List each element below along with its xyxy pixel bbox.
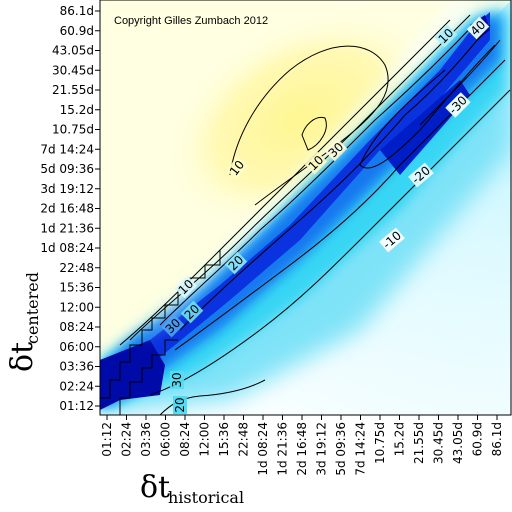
contour-10-inner: [301, 116, 327, 151]
y-axis-title-main: δt: [5, 342, 40, 372]
y-tick-label: 1d 21:36: [40, 221, 94, 235]
y-tick-label: 1d 08:24: [40, 241, 94, 255]
y-tick-label: 22:48: [59, 261, 94, 275]
contour-20-diagonal: [159, 17, 481, 326]
y-tick-label: 3d 19:12: [40, 182, 94, 196]
x-tick-label: 3d 19:12: [315, 422, 329, 476]
y-tick-label: 2d 16:48: [40, 202, 94, 216]
x-tick-label: 21.55d: [412, 422, 426, 464]
x-tick-label: 15:36: [217, 422, 231, 457]
heatmap-surface: [100, 0, 512, 415]
x-tick-label: 60.9d: [471, 422, 485, 456]
x-tick-label: 01:12: [100, 422, 114, 457]
copyright-text: Copyright Gilles Zumbach 2012: [114, 15, 268, 27]
x-tick-label: 1d 21:36: [276, 422, 290, 476]
y-tick-label: 5d 09:36: [40, 162, 94, 176]
y-tick-label: 15:36: [59, 281, 94, 295]
contour-label: 30: [170, 371, 184, 389]
x-tick-label: 12:00: [198, 422, 212, 457]
x-axis-title-main: δt: [140, 470, 170, 505]
x-tick-label: 2d 16:48: [295, 422, 309, 476]
y-axis-title-sub: centered: [23, 272, 42, 344]
x-tick-label: 5d 09:36: [334, 422, 348, 476]
y-tick-label: 03:36: [59, 360, 94, 374]
x-tick-label: 43.05d: [451, 422, 465, 464]
contour-step-outline: [100, 250, 221, 415]
y-tick-label: 15.2d: [60, 103, 94, 117]
contour-neg10-lower: [149, 89, 511, 396]
x-tick-label: 22:48: [237, 422, 251, 457]
x-tick-label: 30.45d: [432, 422, 446, 464]
contour-lower-tail: [159, 379, 266, 415]
x-tick-label: 86.1d: [490, 422, 504, 456]
y-axis: 01:12 02:24 03:36 06:00 08:24 12:00 15:36 22:48…: [40, 4, 100, 413]
x-tick-label: 10.75d: [373, 422, 387, 464]
y-tick-label: 12:00: [59, 300, 94, 314]
x-tick-label: 15.2d: [393, 422, 407, 456]
x-axis-title-sub: historical: [168, 488, 244, 507]
y-tick-label: 60.9d: [60, 24, 94, 38]
contour-30-diagonal: [179, 24, 491, 331]
svg-text:30: 30: [170, 372, 184, 387]
x-tick-label: 1d 08:24: [256, 422, 270, 476]
heatmap-deep-ridge: [100, 12, 490, 400]
y-tick-label: 08:24: [59, 320, 94, 334]
y-tick-label: 02:24: [59, 379, 94, 393]
x-tick-label: 08:24: [178, 422, 192, 457]
x-tick-label: 06:00: [159, 422, 173, 457]
contour-40-diagonal: [419, 39, 501, 126]
x-tick-label: 03:36: [139, 422, 153, 457]
y-tick-label: 7d 14:24: [40, 142, 94, 156]
plot-frame: [99, 0, 512, 416]
y-tick-label: 10.75d: [52, 123, 94, 137]
y-tick-label: 01:12: [59, 399, 94, 413]
x-tick-label: 7d 14:24: [354, 422, 368, 476]
heatmap-darkest-corner: [100, 340, 165, 410]
x-axis: 01:12 02:24 03:36 06:00 08:24 12:00 15:36 22:48…: [100, 415, 504, 476]
y-axis-title: δt centered: [5, 272, 42, 372]
contour-10-diagonal: [119, 19, 451, 346]
y-tick-label: 30.45d: [52, 63, 94, 77]
contour-step-inner: [119, 339, 178, 415]
contour-neg30-lower: [359, 44, 496, 169]
svg-text:20: 20: [173, 397, 187, 412]
y-tick-label: 21.55d: [52, 83, 94, 97]
x-axis-title: δt historical: [140, 470, 244, 507]
contour-label: 20: [173, 396, 187, 414]
y-tick-label: 86.1d: [60, 4, 94, 18]
y-tick-label: 06:00: [59, 340, 94, 354]
heatmap-dark-streak: [380, 80, 470, 175]
y-tick-label: 43.05d: [52, 44, 94, 58]
x-tick-label: 02:24: [120, 422, 134, 457]
